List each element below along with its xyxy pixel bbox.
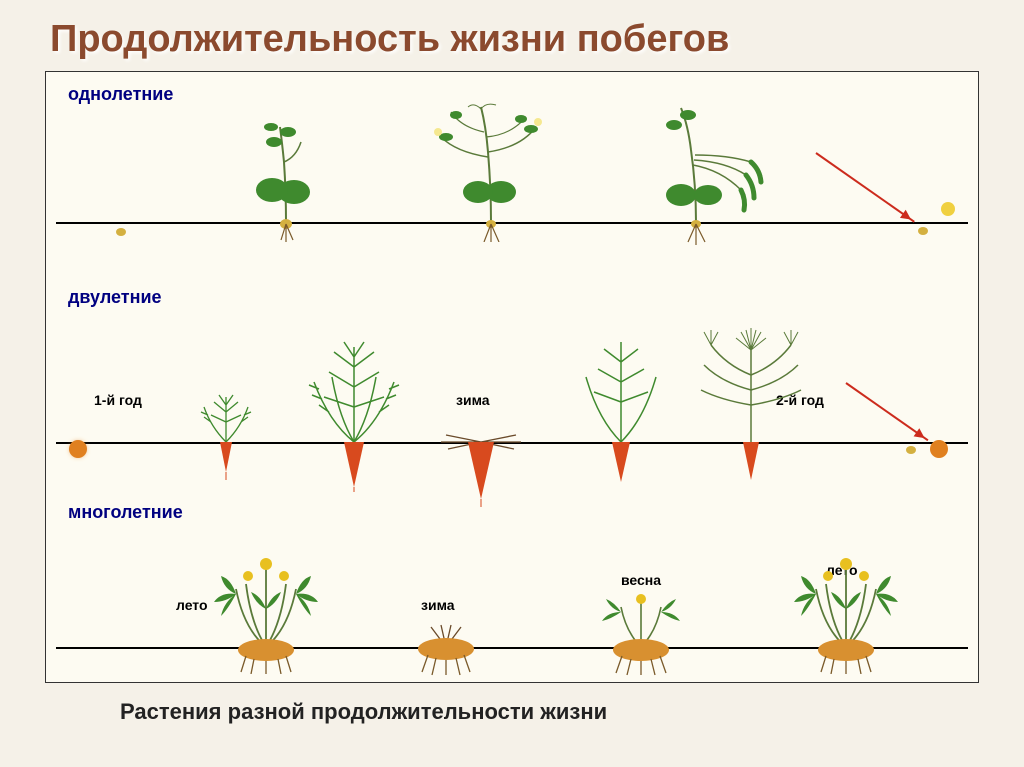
death-arrow-icon (845, 382, 928, 441)
seed-icon (116, 228, 126, 236)
sun-icon (71, 442, 85, 456)
label-winter: зима (456, 392, 490, 408)
death-arrow-icon (815, 152, 914, 222)
label-winter2: зима (421, 597, 455, 613)
seed-icon (918, 227, 928, 235)
perennial-spring-icon (576, 577, 706, 682)
seed-icon (906, 446, 916, 454)
carrot-large-icon (294, 327, 414, 497)
page-title: Продолжительность жизни побегов (0, 0, 1024, 61)
label-year1: 1-й год (94, 392, 142, 408)
pea-flowering-icon (426, 97, 556, 247)
caption: Растения разной продолжительности жизни (0, 683, 1024, 725)
label-annual: однолетние (68, 84, 173, 105)
perennial-winter-icon (386, 617, 506, 682)
perennial-summer-icon (196, 534, 336, 679)
slide: Продолжительность жизни побегов однолетн… (0, 0, 1024, 767)
sun-icon (932, 442, 946, 456)
pea-fruiting-icon (626, 100, 766, 250)
perennial-summer2-icon (776, 534, 916, 679)
carrot-winter-icon (426, 417, 536, 512)
sun-icon (941, 202, 955, 216)
carrot-small-icon (186, 367, 266, 487)
label-perennial: многолетние (68, 502, 183, 523)
label-biennial: двулетние (68, 287, 162, 308)
carrot-flowering-icon (686, 320, 816, 490)
carrot-y2a-icon (566, 327, 676, 492)
pea-seedling-icon (246, 112, 326, 247)
lifecycle-diagram: однолетние (45, 71, 979, 683)
